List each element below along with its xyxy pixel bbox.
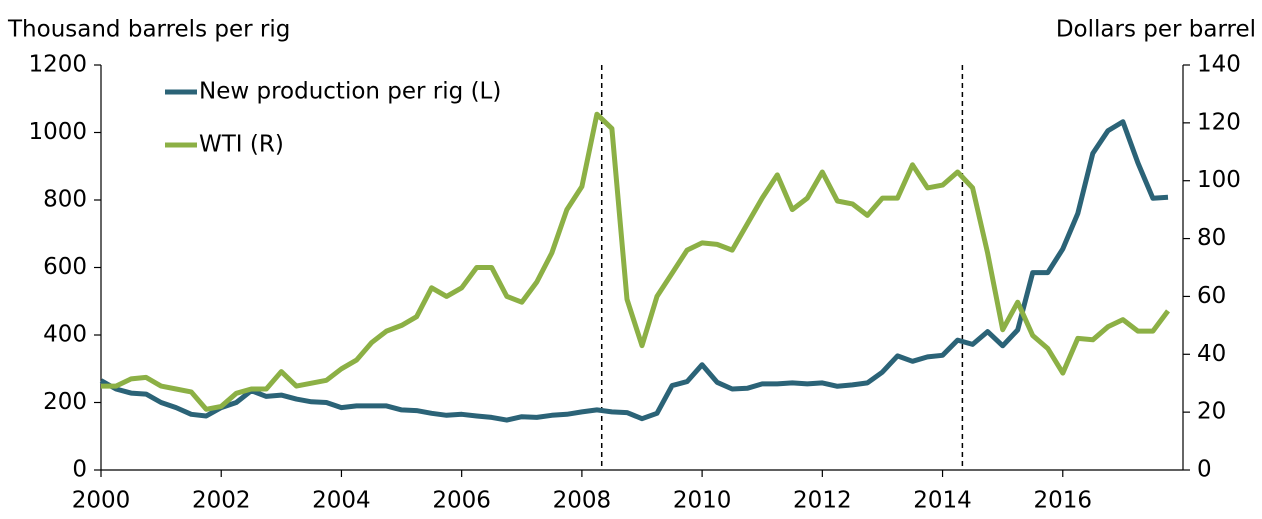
y2-tick-label: 140 bbox=[1197, 52, 1241, 78]
y2-tick-label: 100 bbox=[1197, 167, 1241, 193]
y2-tick-label: 20 bbox=[1197, 399, 1226, 425]
x-tick-label: 2000 bbox=[72, 488, 131, 514]
y2-tick-label: 40 bbox=[1197, 341, 1226, 367]
y-tick-label: 800 bbox=[43, 187, 87, 213]
y-tick-label: 600 bbox=[43, 254, 87, 280]
y2-axis-label: Dollars per barrel bbox=[1056, 17, 1256, 43]
x-tick-label: 2004 bbox=[312, 488, 371, 514]
y-tick-label: 1000 bbox=[28, 119, 87, 145]
x-tick-label: 2002 bbox=[192, 488, 251, 514]
x-tick-label: 2010 bbox=[673, 488, 732, 514]
x-tick-label: 2016 bbox=[1034, 488, 1093, 514]
y2-tick-label: 0 bbox=[1197, 457, 1212, 483]
y2-tick-label: 60 bbox=[1197, 283, 1226, 309]
y-tick-label: 200 bbox=[43, 389, 87, 415]
y2-tick-label: 120 bbox=[1197, 109, 1241, 135]
data-line bbox=[101, 111, 1171, 412]
legend-label: New production per rig (L) bbox=[199, 79, 501, 105]
x-tick-label: 2008 bbox=[553, 488, 612, 514]
legend-label: WTI (R) bbox=[199, 132, 284, 158]
data-line bbox=[99, 119, 1169, 423]
y-tick-label: 1200 bbox=[28, 52, 87, 78]
x-tick-label: 2014 bbox=[913, 488, 972, 514]
x-tick-label: 2012 bbox=[793, 488, 852, 514]
y-tick-label: 0 bbox=[72, 457, 87, 483]
y2-tick-label: 80 bbox=[1197, 225, 1226, 251]
y-axis-label: Thousand barrels per rig bbox=[7, 17, 290, 43]
x-tick-label: 2006 bbox=[432, 488, 491, 514]
y-tick-label: 400 bbox=[43, 322, 87, 348]
